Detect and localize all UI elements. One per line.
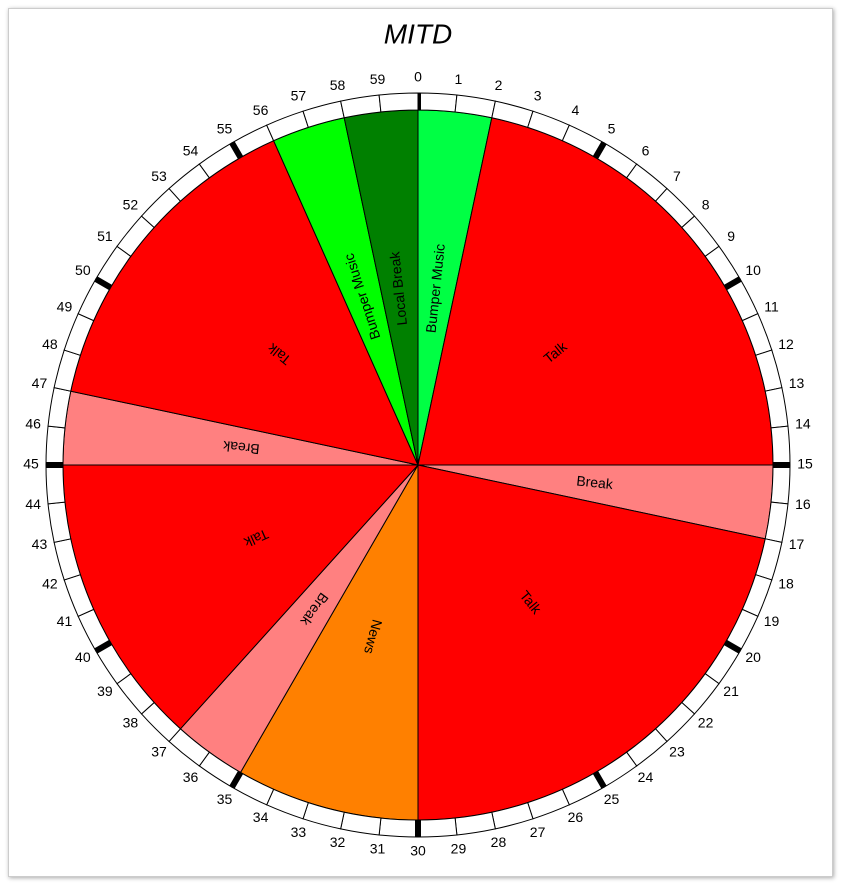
major-tick xyxy=(415,820,421,837)
major-tick xyxy=(723,639,742,654)
dial-label: 31 xyxy=(370,841,386,857)
dial-label: 4 xyxy=(572,102,580,118)
dial-label: 43 xyxy=(32,536,48,552)
dial-label: 49 xyxy=(57,298,73,314)
wedge-label: Break xyxy=(576,472,615,492)
dial-label: 1 xyxy=(455,71,463,87)
dial-label: 57 xyxy=(291,88,307,104)
dial-label: 2 xyxy=(495,77,503,93)
dial-label: 23 xyxy=(669,743,685,759)
dial-label: 40 xyxy=(75,649,91,665)
dial-label: 30 xyxy=(410,843,426,859)
dial-label: 27 xyxy=(530,824,546,840)
frame xyxy=(8,8,833,877)
major-tick xyxy=(592,770,607,789)
dial-label: 13 xyxy=(789,375,805,391)
dial-label: 22 xyxy=(698,715,714,731)
dial-cell xyxy=(378,92,419,113)
dial-label: 0 xyxy=(414,69,422,85)
dial-label: 44 xyxy=(25,496,41,512)
dial-cell xyxy=(378,817,419,838)
dial-label: 10 xyxy=(745,262,761,278)
dial-label: 37 xyxy=(151,743,167,759)
dial-label: 42 xyxy=(42,575,58,591)
dial-label: 24 xyxy=(638,769,654,785)
dial-label: 21 xyxy=(723,683,739,699)
dial-cell xyxy=(45,425,66,466)
dial-label: 54 xyxy=(183,143,199,159)
dial-label: 6 xyxy=(642,143,650,159)
dial-label: 11 xyxy=(764,298,779,314)
dial-label: 45 xyxy=(23,456,39,472)
dial-label: 32 xyxy=(330,834,346,850)
dial-cell xyxy=(770,425,791,466)
dial-label: 15 xyxy=(797,456,813,472)
dial-label: 48 xyxy=(42,336,58,352)
major-tick xyxy=(773,462,790,468)
dial-label: 56 xyxy=(253,102,269,118)
dial-label: 59 xyxy=(370,71,386,87)
wedge-label: Break xyxy=(221,438,260,458)
dial-label: 52 xyxy=(123,197,139,213)
dial-label: 5 xyxy=(608,121,616,137)
dial-label: 20 xyxy=(745,649,761,665)
major-tick xyxy=(46,462,63,468)
dial-cell xyxy=(417,92,458,113)
major-tick xyxy=(94,639,113,654)
major-tick xyxy=(723,276,742,291)
chart-title: MITD xyxy=(384,18,452,49)
dial-label: 16 xyxy=(795,496,811,512)
major-tick xyxy=(229,770,244,789)
dial-label: 19 xyxy=(764,613,780,629)
dial-label: 26 xyxy=(568,809,584,825)
dial-label: 53 xyxy=(151,168,167,184)
dial-label: 12 xyxy=(778,336,794,352)
dial-label: 28 xyxy=(491,834,507,850)
dial-label: 47 xyxy=(32,375,48,391)
dial-label: 34 xyxy=(253,809,269,825)
dial-cell xyxy=(417,817,458,838)
dial-label: 9 xyxy=(727,228,735,244)
dial-label: 18 xyxy=(778,575,794,591)
dial-label: 33 xyxy=(291,824,307,840)
wedge-label: Local Break xyxy=(386,250,410,326)
dial-label: 41 xyxy=(57,613,73,629)
dial-label: 29 xyxy=(451,841,467,857)
dial-label: 50 xyxy=(75,262,91,278)
dial-label: 8 xyxy=(702,197,710,213)
dial-label: 46 xyxy=(25,415,41,431)
dial-cell xyxy=(45,464,66,505)
dial-label: 17 xyxy=(789,536,805,552)
dial-label: 35 xyxy=(217,791,233,807)
dial-label: 25 xyxy=(604,791,620,807)
dial-label: 7 xyxy=(673,168,681,184)
dial-label: 51 xyxy=(97,228,113,244)
dial-label: 36 xyxy=(183,769,199,785)
dial-label: 55 xyxy=(217,121,233,137)
dial-label: 39 xyxy=(97,683,113,699)
dial-label: 14 xyxy=(795,415,811,431)
major-tick xyxy=(94,276,113,291)
dial-label: 38 xyxy=(123,715,139,731)
major-tick xyxy=(592,141,607,160)
dial-cell xyxy=(770,464,791,505)
dial-label: 58 xyxy=(330,77,346,93)
major-tick xyxy=(229,141,244,160)
dial-label: 3 xyxy=(534,88,542,104)
